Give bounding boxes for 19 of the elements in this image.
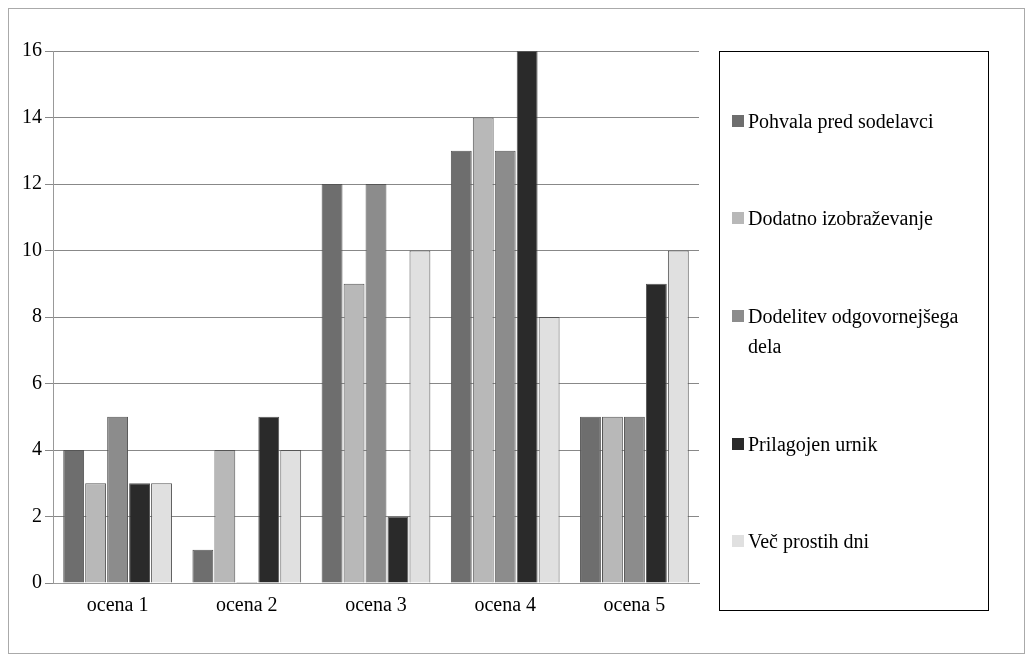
y-tick-label: 2 bbox=[32, 503, 42, 526]
y-tick-label: 8 bbox=[32, 304, 42, 327]
y-tick-label: 14 bbox=[22, 104, 42, 127]
y-tick-label: 4 bbox=[32, 437, 42, 460]
x-tick-label: ocena 4 bbox=[474, 593, 537, 616]
x-tick-label: ocena 5 bbox=[603, 593, 666, 616]
y-tick-label: 10 bbox=[22, 237, 42, 260]
legend-label: Pohvala pred sodelavci bbox=[748, 108, 934, 135]
x-tick-label: ocena 2 bbox=[215, 593, 278, 616]
y-tick-label: 16 bbox=[22, 38, 42, 61]
legend-label: Več prostih dni bbox=[748, 529, 870, 555]
legend-label: Dodelitev odgovornejšega dela bbox=[748, 304, 960, 359]
y-tick-label: 0 bbox=[32, 570, 42, 593]
x-tick-label: ocena 1 bbox=[86, 593, 149, 616]
x-tick-label: ocena 3 bbox=[345, 593, 407, 616]
legend-label: Dodatno izobraževanje bbox=[748, 206, 933, 232]
y-tick-label: 12 bbox=[22, 171, 42, 194]
legend-label: Prilagojen urnik bbox=[748, 431, 878, 458]
y-tick-label: 6 bbox=[32, 370, 42, 393]
